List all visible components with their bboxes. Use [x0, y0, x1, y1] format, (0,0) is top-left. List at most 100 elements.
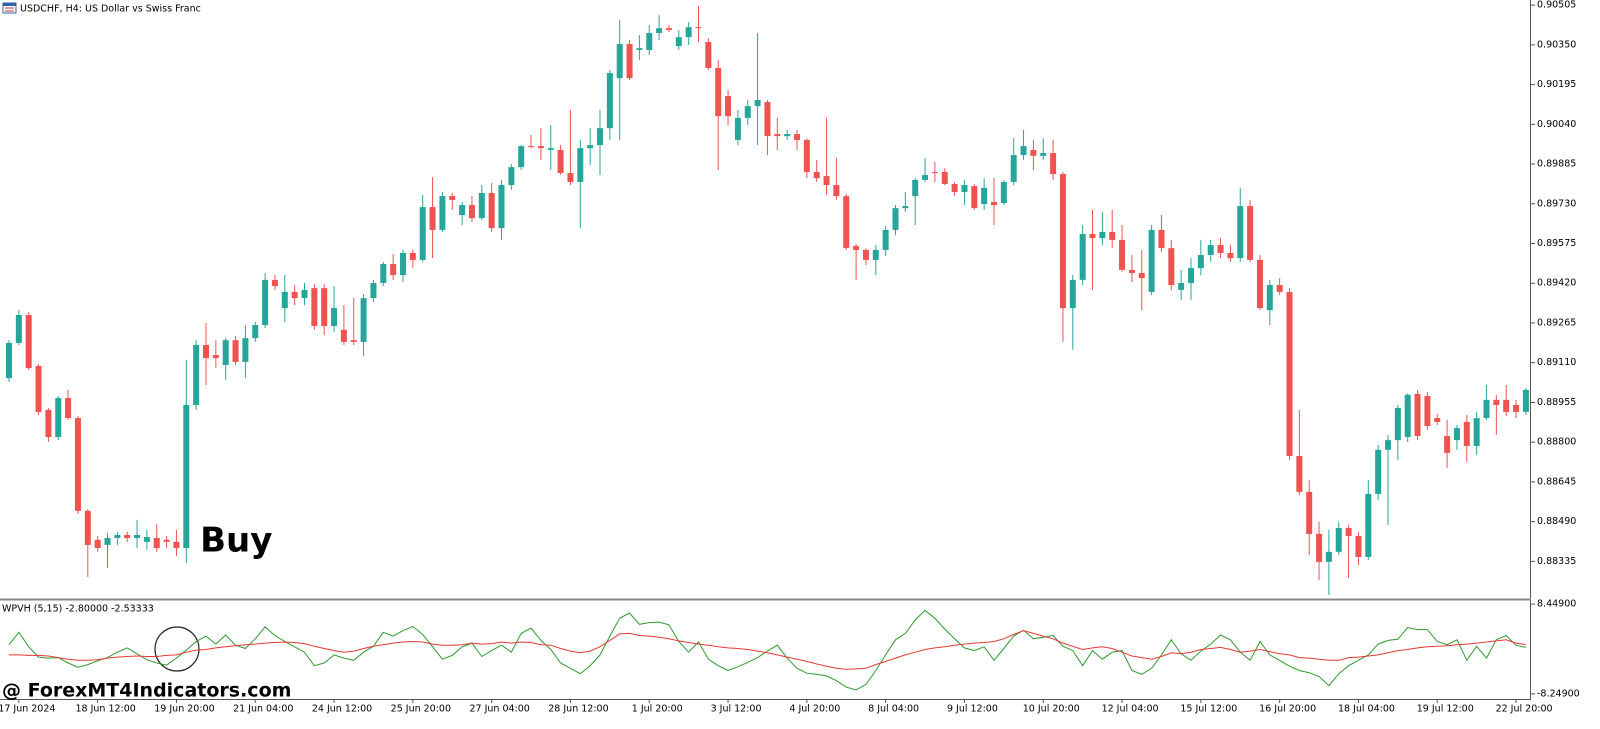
candle-body [134, 534, 141, 539]
candle-body [262, 279, 269, 326]
x-tick-label: 19 Jun 20:00 [154, 704, 214, 715]
candle-body [823, 176, 830, 186]
candle-body [695, 27, 702, 29]
candle-body [508, 167, 515, 186]
candle-body [626, 44, 633, 79]
candle-body [1296, 455, 1303, 492]
y-tick-label: 0.88490 [1537, 516, 1576, 527]
candle-body [1483, 399, 1490, 419]
candle-body [478, 193, 485, 219]
candle-body [252, 325, 259, 339]
candle-body [143, 536, 150, 542]
candle-body [705, 42, 712, 68]
x-tick-label: 25 Jun 20:00 [391, 704, 451, 715]
candle-body [1345, 528, 1352, 536]
x-tick-label: 1 Jul 20:00 [632, 704, 683, 715]
candle-body [843, 196, 850, 249]
x-tick-label: 27 Jun 04:00 [469, 704, 529, 715]
candle-body [774, 134, 781, 137]
candle-body [321, 288, 328, 327]
y-tick-label: 0.89730 [1537, 198, 1576, 209]
x-tick-label: 12 Jul 04:00 [1102, 704, 1159, 715]
candle-body [1276, 285, 1283, 292]
candle-body [1316, 533, 1323, 562]
candle-body [636, 48, 643, 50]
candle-body [537, 146, 544, 149]
candle-body [45, 409, 52, 438]
candle-body [1128, 269, 1135, 273]
candle-body [951, 184, 958, 192]
y-tick-label: 0.88955 [1537, 397, 1576, 408]
y-tick-label: 0.89575 [1537, 238, 1576, 249]
candle-body [725, 96, 732, 117]
y-tick-label: 0.88335 [1537, 556, 1576, 567]
symbol-icon [2, 2, 17, 14]
candle-body [94, 539, 101, 549]
candle-body [498, 185, 505, 229]
candle-body [449, 196, 456, 200]
x-tick-label: 4 Jul 20:00 [789, 704, 840, 715]
candle-body [912, 179, 919, 197]
y-tick-label: -8.24900 [1537, 688, 1580, 699]
candle-body [754, 99, 761, 107]
candle-body [1000, 181, 1007, 204]
x-tick-label: 10 Jul 20:00 [1023, 704, 1080, 715]
icon-bar [3, 3, 16, 6]
candle-body [715, 67, 722, 117]
y-tick-label: 8.44900 [1537, 599, 1576, 610]
candle-body [577, 148, 584, 182]
x-tick-label: 22 Jul 20:00 [1496, 704, 1553, 715]
candle-body [971, 186, 978, 209]
candle-body [74, 418, 81, 511]
candle-body [981, 187, 988, 205]
candle-body [340, 329, 347, 342]
y-tick-label: 0.89420 [1537, 278, 1576, 289]
candle-body [1424, 396, 1431, 427]
candle-body [675, 37, 682, 47]
candle-body [1385, 440, 1391, 450]
candle-body [65, 398, 72, 419]
candle-body [212, 355, 219, 359]
x-tick-label: 24 Jun 12:00 [312, 704, 372, 715]
candle-body [232, 340, 239, 362]
candle-body [597, 128, 603, 146]
candle-body [331, 308, 338, 327]
candle-body [1306, 491, 1313, 534]
candle-body [35, 366, 42, 412]
x-tick-label: 18 Jun 12:00 [75, 704, 135, 715]
candle-body [764, 102, 771, 137]
candle-body [941, 171, 948, 185]
candle-body [961, 185, 968, 192]
x-tick-label: 18 Jul 04:00 [1338, 704, 1395, 715]
candle-body [922, 175, 929, 180]
chart-title: USDCHF, H4: US Dollar vs Swiss Franc [20, 4, 201, 15]
candle-body [616, 44, 623, 79]
candle-body [853, 246, 860, 250]
candle-body [862, 249, 869, 260]
x-tick-label: 16 Jul 20:00 [1259, 704, 1316, 715]
candle-body [1325, 551, 1332, 562]
candle-body [803, 139, 810, 172]
candle-body [400, 252, 406, 276]
candle-body [1010, 155, 1017, 182]
candle-body [242, 338, 249, 362]
candle-body [665, 28, 672, 30]
y-tick-label: 0.90195 [1537, 79, 1576, 90]
candle-body [1404, 394, 1411, 438]
y-tick-label: 0.90040 [1537, 119, 1576, 130]
candle-body [1414, 393, 1421, 437]
candle-body [114, 534, 121, 539]
candle-body [1335, 528, 1342, 552]
x-tick-label: 9 Jul 12:00 [947, 704, 998, 715]
candle-body [1188, 268, 1194, 283]
candle-body [350, 340, 357, 342]
candle-body [104, 538, 111, 545]
candle-body [6, 342, 12, 379]
x-tick-label: 8 Jul 04:00 [868, 704, 919, 715]
candle-body [1109, 231, 1116, 240]
candle-body [291, 291, 298, 299]
candle-body [1237, 206, 1244, 259]
candle-body [1217, 245, 1224, 253]
candle-body [1247, 206, 1254, 260]
candle-body [203, 345, 209, 359]
